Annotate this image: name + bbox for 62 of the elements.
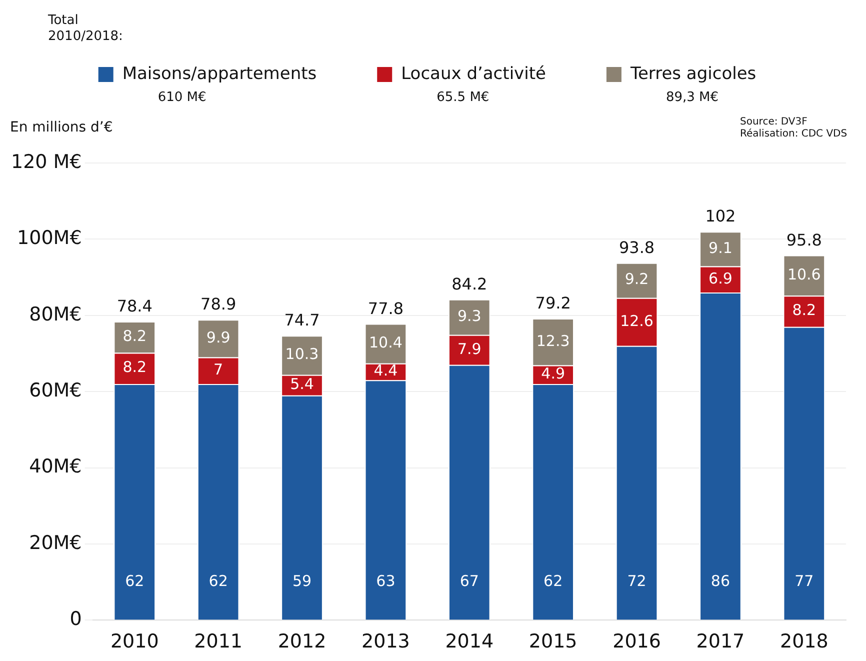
total-label: 78.9 — [200, 294, 236, 314]
data-label: 62 — [544, 572, 563, 590]
data-label: 72 — [627, 572, 646, 590]
legend-label: Terres agicoles — [629, 64, 756, 84]
legend-label: Maisons/appartements — [122, 64, 317, 84]
data-label: 10.4 — [369, 333, 402, 352]
data-label: 8.2 — [122, 358, 147, 376]
data-label: 7.9 — [457, 340, 482, 358]
text: Total 2010/2018: — [47, 12, 123, 44]
x-tick-label: 2016 — [612, 630, 661, 653]
data-label: 59 — [292, 572, 312, 590]
text: 610 M€ — [158, 90, 206, 105]
data-label: 86 — [710, 572, 730, 590]
data-label: 77 — [794, 572, 814, 590]
data-label: 12.3 — [536, 332, 570, 350]
data-label: 62 — [125, 572, 144, 590]
data-label: 8.2 — [122, 327, 147, 346]
data-label: 10.3 — [285, 345, 319, 364]
data-label: 10.6 — [787, 265, 821, 284]
data-label: 67 — [460, 572, 479, 590]
text: Réalisation: CDC VDS — [740, 128, 848, 140]
data-label: 62 — [208, 572, 228, 590]
data-label: 63 — [376, 572, 396, 590]
y-tick-label: 20M€ — [29, 532, 82, 554]
data-label: 9.9 — [206, 328, 230, 346]
total-label: 102 — [705, 206, 736, 226]
y-axis-title: En millions d’€ — [10, 120, 113, 136]
x-tick-label: 2013 — [362, 630, 410, 653]
data-label: 12.6 — [620, 312, 654, 330]
y-tick-label: 40M€ — [29, 456, 82, 478]
data-label: 4.4 — [374, 362, 398, 380]
total-label: 93.8 — [618, 238, 655, 257]
y-tick-label: 0 — [70, 608, 82, 630]
y-tick-label: 120 M€ — [10, 150, 82, 173]
total-label: 77.8 — [368, 298, 404, 318]
y-tick-label: 100M€ — [17, 227, 82, 250]
data-label: 9.3 — [457, 307, 482, 326]
text: 65.5 M€ — [436, 90, 490, 105]
data-label: 9.2 — [624, 270, 649, 288]
total-label: 84.2 — [452, 274, 488, 294]
y-tick-label: 80M€ — [29, 303, 82, 326]
x-tick-label: 2017 — [696, 630, 745, 653]
x-tick-label: 2014 — [445, 630, 494, 653]
text: 89,3 M€ — [666, 90, 719, 105]
data-label: 5.4 — [290, 375, 314, 394]
legend-label: Locaux d’activité — [401, 64, 546, 84]
x-tick-label: 2015 — [528, 630, 578, 653]
x-tick-label: 2011 — [194, 630, 242, 653]
total-label: 95.8 — [786, 230, 822, 250]
data-label: 7 — [214, 360, 224, 379]
y-tick-label: 60M€ — [29, 380, 82, 402]
source-note: Source: DV3F — [740, 116, 808, 128]
data-label: 9.1 — [708, 238, 732, 257]
total-label: 79.2 — [535, 294, 571, 313]
x-tick-label: 2010 — [110, 630, 159, 653]
x-tick-label: 2012 — [278, 630, 326, 653]
data-label: 8.2 — [792, 301, 816, 320]
data-label: 4.9 — [541, 364, 566, 383]
x-tick-label: 2018 — [780, 630, 828, 653]
data-label: 6.9 — [708, 269, 732, 288]
total-label: 78.4 — [116, 296, 152, 316]
total-label: 74.7 — [284, 310, 320, 330]
